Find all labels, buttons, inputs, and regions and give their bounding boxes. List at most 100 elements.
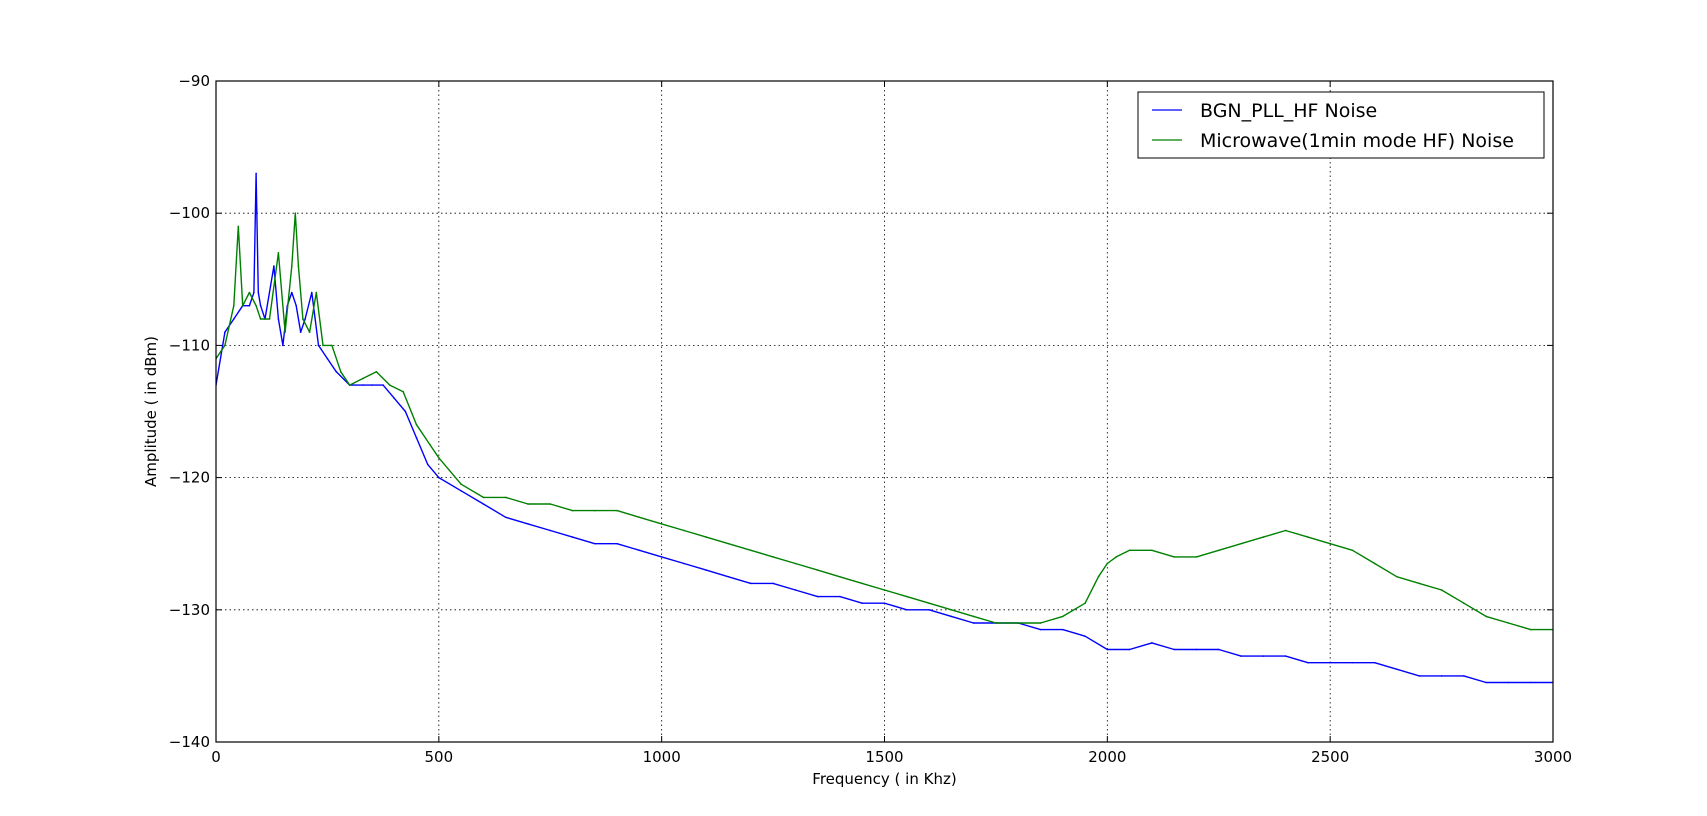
y-tick-label: −120 [169, 469, 210, 487]
data-point-microwave [1440, 589, 1443, 591]
data-point-bgn-pll-hf [1240, 655, 1242, 657]
x-tick-label: 1500 [865, 748, 903, 766]
data-point-microwave [1485, 615, 1487, 618]
data-point-microwave [504, 496, 507, 499]
legend: BGN_PLL_HF Noise Microwave(1min mode HF)… [1137, 91, 1545, 159]
series-microwave [216, 212, 1553, 631]
data-point-bgn-pll-hf [304, 318, 306, 320]
data-point-bgn-pll-hf [571, 536, 574, 538]
data-point-bgn-pll-hf [861, 602, 864, 604]
legend-entry-microwave: Microwave(1min mode HF) Noise [1200, 130, 1514, 152]
data-point-microwave [362, 377, 364, 380]
data-point-bgn-pll-hf [1329, 661, 1331, 664]
y-tick-label: −140 [169, 733, 210, 751]
data-point-microwave [861, 582, 864, 585]
data-point-bgn-pll-hf [382, 384, 384, 386]
data-point-bgn-pll-hf [727, 575, 730, 578]
data-point-bgn-pll-hf [1463, 675, 1465, 677]
data-point-bgn-pll-hf [1173, 648, 1175, 651]
data-point-bgn-pll-hf [1262, 655, 1265, 657]
data-point-bgn-pll-hf [594, 542, 596, 545]
data-point-bgn-pll-hf [683, 562, 685, 565]
data-point-bgn-pll-hf [504, 516, 507, 519]
data-point-bgn-pll-hf [224, 331, 226, 333]
data-point-bgn-pll-hf [311, 291, 313, 294]
tick-marks [215, 80, 1554, 743]
data-point-microwave [772, 556, 774, 558]
data-point-microwave [1529, 628, 1532, 631]
data-point-bgn-pll-hf [1106, 648, 1109, 651]
x-tick-label: 500 [425, 748, 454, 766]
data-point-microwave [277, 252, 280, 254]
data-point-microwave [255, 304, 257, 307]
data-point-microwave [1097, 575, 1100, 578]
data-point-microwave [549, 503, 552, 505]
data-point-bgn-pll-hf [1485, 681, 1487, 684]
data-point-bgn-pll-hf [393, 397, 396, 400]
data-point-microwave [438, 456, 440, 459]
data-point-microwave [883, 589, 886, 591]
data-point-microwave [1329, 542, 1331, 545]
data-point-bgn-pll-hf [1084, 635, 1086, 638]
data-point-microwave [375, 371, 378, 373]
data-point-bgn-pll-hf [362, 384, 364, 386]
data-point-bgn-pll-hf [253, 291, 255, 294]
series-line-microwave [216, 212, 1553, 631]
data-point-bgn-pll-hf [259, 304, 262, 307]
data-point-bgn-pll-hf [255, 172, 257, 175]
data-point-bgn-pll-hf [1217, 648, 1220, 651]
data-point-microwave [237, 225, 240, 228]
data-point-microwave [290, 265, 293, 267]
data-point-microwave [1173, 556, 1175, 558]
x-tick-label: 0 [211, 748, 221, 766]
data-point-bgn-pll-hf [705, 569, 708, 571]
x-tick-label: 3000 [1534, 748, 1572, 766]
data-point-bgn-pll-hf [257, 291, 260, 294]
data-point-bgn-pll-hf [1195, 648, 1198, 651]
data-point-bgn-pll-hf [1351, 661, 1354, 664]
data-point-microwave [331, 344, 333, 347]
data-point-microwave [308, 331, 311, 333]
data-point-microwave [571, 509, 574, 512]
data-point-bgn-pll-hf [295, 304, 298, 307]
data-point-microwave [594, 509, 596, 512]
data-point-microwave [233, 304, 235, 307]
data-point-bgn-pll-hf [772, 582, 774, 585]
data-point-microwave [839, 575, 841, 578]
data-point-microwave [284, 331, 286, 333]
data-point-microwave [482, 496, 485, 499]
legend-entry-bgn-pll-hf: BGN_PLL_HF Noise [1200, 100, 1377, 122]
data-point-bgn-pll-hf [1440, 675, 1443, 677]
data-point-microwave [241, 304, 244, 307]
data-point-bgn-pll-hf [638, 549, 641, 552]
data-point-microwave [1507, 622, 1510, 624]
data-point-microwave [1151, 549, 1153, 552]
y-tick-label: −90 [178, 72, 210, 90]
data-point-bgn-pll-hf [883, 602, 886, 604]
data-point-microwave [1351, 549, 1354, 552]
data-point-microwave [972, 615, 975, 618]
data-point-bgn-pll-hf [1151, 642, 1153, 644]
data-point-microwave [1463, 602, 1465, 604]
data-point-microwave [1373, 562, 1376, 565]
data-point-microwave [339, 371, 342, 373]
legend-box [1137, 91, 1545, 159]
data-point-bgn-pll-hf [750, 582, 752, 585]
data-point-bgn-pll-hf [1507, 681, 1510, 684]
data-point-bgn-pll-hf [950, 615, 953, 618]
data-point-microwave [928, 602, 930, 604]
data-point-bgn-pll-hf [404, 410, 407, 413]
data-point-microwave [259, 318, 262, 320]
data-point-bgn-pll-hf [527, 523, 529, 525]
data-point-microwave [816, 569, 819, 571]
data-point-bgn-pll-hf [335, 371, 338, 373]
data-point-bgn-pll-hf [326, 357, 329, 360]
data-point-microwave [1115, 556, 1118, 558]
data-point-microwave [527, 503, 529, 505]
data-point-microwave [348, 384, 351, 386]
data-point-bgn-pll-hf [839, 595, 841, 598]
data-point-microwave [224, 344, 226, 347]
data-point-bgn-pll-hf [299, 331, 302, 333]
data-point-microwave [297, 265, 300, 267]
data-point-bgn-pll-hf [660, 556, 663, 558]
